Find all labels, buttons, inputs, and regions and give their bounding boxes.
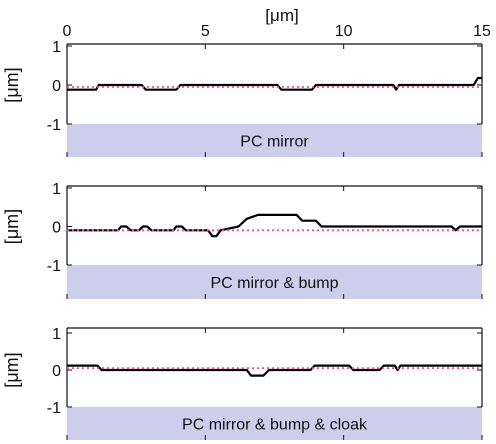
panel-title: PC mirror bbox=[240, 134, 309, 151]
y-tick-label: 0 bbox=[52, 78, 61, 95]
top-x-ticks: 0 5 10 15 bbox=[63, 23, 491, 40]
surface-profile-line bbox=[67, 213, 482, 238]
panel-title: PC mirror & bump bbox=[210, 275, 338, 292]
y-axis-label: [μm] bbox=[2, 67, 22, 102]
surface-profile-line bbox=[67, 364, 482, 377]
label-band bbox=[67, 265, 482, 299]
y-tick-label: 1 bbox=[52, 181, 61, 198]
panel-1: PC mirror 1 0 -1 [μm] bbox=[2, 39, 483, 157]
label-band bbox=[67, 124, 482, 157]
top-x-tick-label: 0 bbox=[63, 23, 72, 40]
label-band bbox=[67, 407, 482, 440]
surface-profile-line bbox=[67, 76, 482, 91]
y-tick-label: 0 bbox=[52, 220, 61, 237]
y-tick-label: 1 bbox=[52, 39, 61, 56]
top-x-tick-label: 15 bbox=[473, 23, 491, 40]
y-tick-label: -1 bbox=[47, 117, 61, 134]
y-tick-label: 1 bbox=[52, 326, 61, 343]
y-tick-label: -1 bbox=[47, 400, 61, 417]
y-tick-label: -1 bbox=[47, 258, 61, 275]
top-x-tick-label: 5 bbox=[201, 23, 210, 40]
top-x-unit-label: [μm] bbox=[265, 6, 298, 25]
panel-3: PC mirror & bump & cloak 1 0 -1 [μm] bbox=[2, 326, 483, 440]
panel-title: PC mirror & bump & cloak bbox=[182, 417, 368, 434]
y-axis-label: [μm] bbox=[2, 352, 22, 387]
y-tick-label: 0 bbox=[52, 363, 61, 380]
panel-2: PC mirror & bump 1 0 -1 [μm] bbox=[2, 181, 483, 299]
y-axis-label: [μm] bbox=[2, 209, 22, 244]
top-x-tick-label: 10 bbox=[335, 23, 353, 40]
